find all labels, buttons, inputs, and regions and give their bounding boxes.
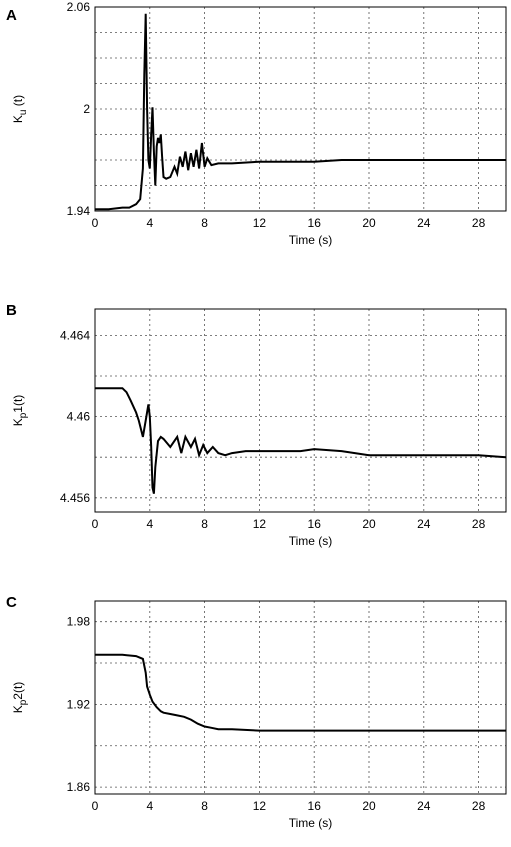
y-axis-label: Ku (t)	[11, 95, 29, 123]
y-tick-label: 4.456	[60, 491, 90, 505]
y-tick-label: 1.86	[67, 780, 91, 794]
x-axis-label: Time (s)	[289, 233, 333, 247]
series-line	[95, 387, 507, 494]
x-tick-label: 12	[253, 517, 267, 531]
y-tick-label: 4.46	[67, 410, 91, 424]
x-tick-label: 0	[92, 799, 99, 813]
x-tick-label: 4	[146, 799, 153, 813]
plot-frame	[94, 308, 507, 513]
x-tick-label: 28	[472, 799, 486, 813]
x-tick-label: 16	[308, 799, 322, 813]
x-tick-label: 0	[92, 517, 99, 531]
x-tick-label: 0	[92, 216, 99, 230]
chart-panel-a: A 0 4 8 12 16 20 24 28 1.94 2 2.06 Time (s) Ku (t)	[6, 0, 507, 247]
y-tick-label: 2.06	[67, 0, 91, 14]
y-axis-label: Kp2(t)	[11, 682, 29, 714]
x-tick-label: 4	[146, 216, 153, 230]
y-tick-label: 2	[83, 102, 90, 116]
chart-panel-c: C 0 4 8 12 16 20 24 28 1.86 1.92 1.98 Time (s) Kp2(t)	[6, 594, 507, 830]
x-tick-label: 4	[146, 517, 153, 531]
y-axis-label: Kp1(t)	[11, 395, 29, 427]
x-tick-label: 28	[472, 216, 486, 230]
x-tick-label: 8	[201, 517, 208, 531]
y-tick-label: 1.92	[67, 697, 91, 711]
panel-letter: C	[6, 594, 17, 611]
x-tick-label: 20	[362, 799, 376, 813]
x-tick-label: 24	[417, 517, 431, 531]
plot-frame	[94, 600, 507, 795]
x-tick-label: 12	[253, 799, 267, 813]
x-tick-label: 20	[362, 216, 376, 230]
x-tick-label: 16	[308, 517, 322, 531]
x-tick-label: 8	[201, 216, 208, 230]
x-tick-label: 20	[362, 517, 376, 531]
chart-panel-b: B 0 4 8 12 16 20 24 28 4.456 4.46 4.464 Time (s) Kp1(…	[6, 302, 507, 548]
series-line	[95, 13, 506, 211]
x-tick-label: 16	[308, 216, 322, 230]
x-tick-label: 28	[472, 517, 486, 531]
y-tick-label: 1.94	[67, 204, 91, 218]
panel-letter: A	[6, 7, 17, 24]
panel-letter: B	[6, 302, 17, 319]
x-axis-label: Time (s)	[289, 534, 333, 548]
plot-frame	[94, 6, 507, 212]
y-tick-label: 1.98	[67, 615, 91, 629]
x-tick-label: 24	[417, 799, 431, 813]
x-tick-label: 8	[201, 799, 208, 813]
series-line	[95, 653, 506, 732]
y-tick-label: 4.464	[60, 328, 90, 342]
x-tick-label: 12	[253, 216, 267, 230]
x-axis-label: Time (s)	[289, 816, 333, 830]
x-tick-label: 24	[417, 216, 431, 230]
